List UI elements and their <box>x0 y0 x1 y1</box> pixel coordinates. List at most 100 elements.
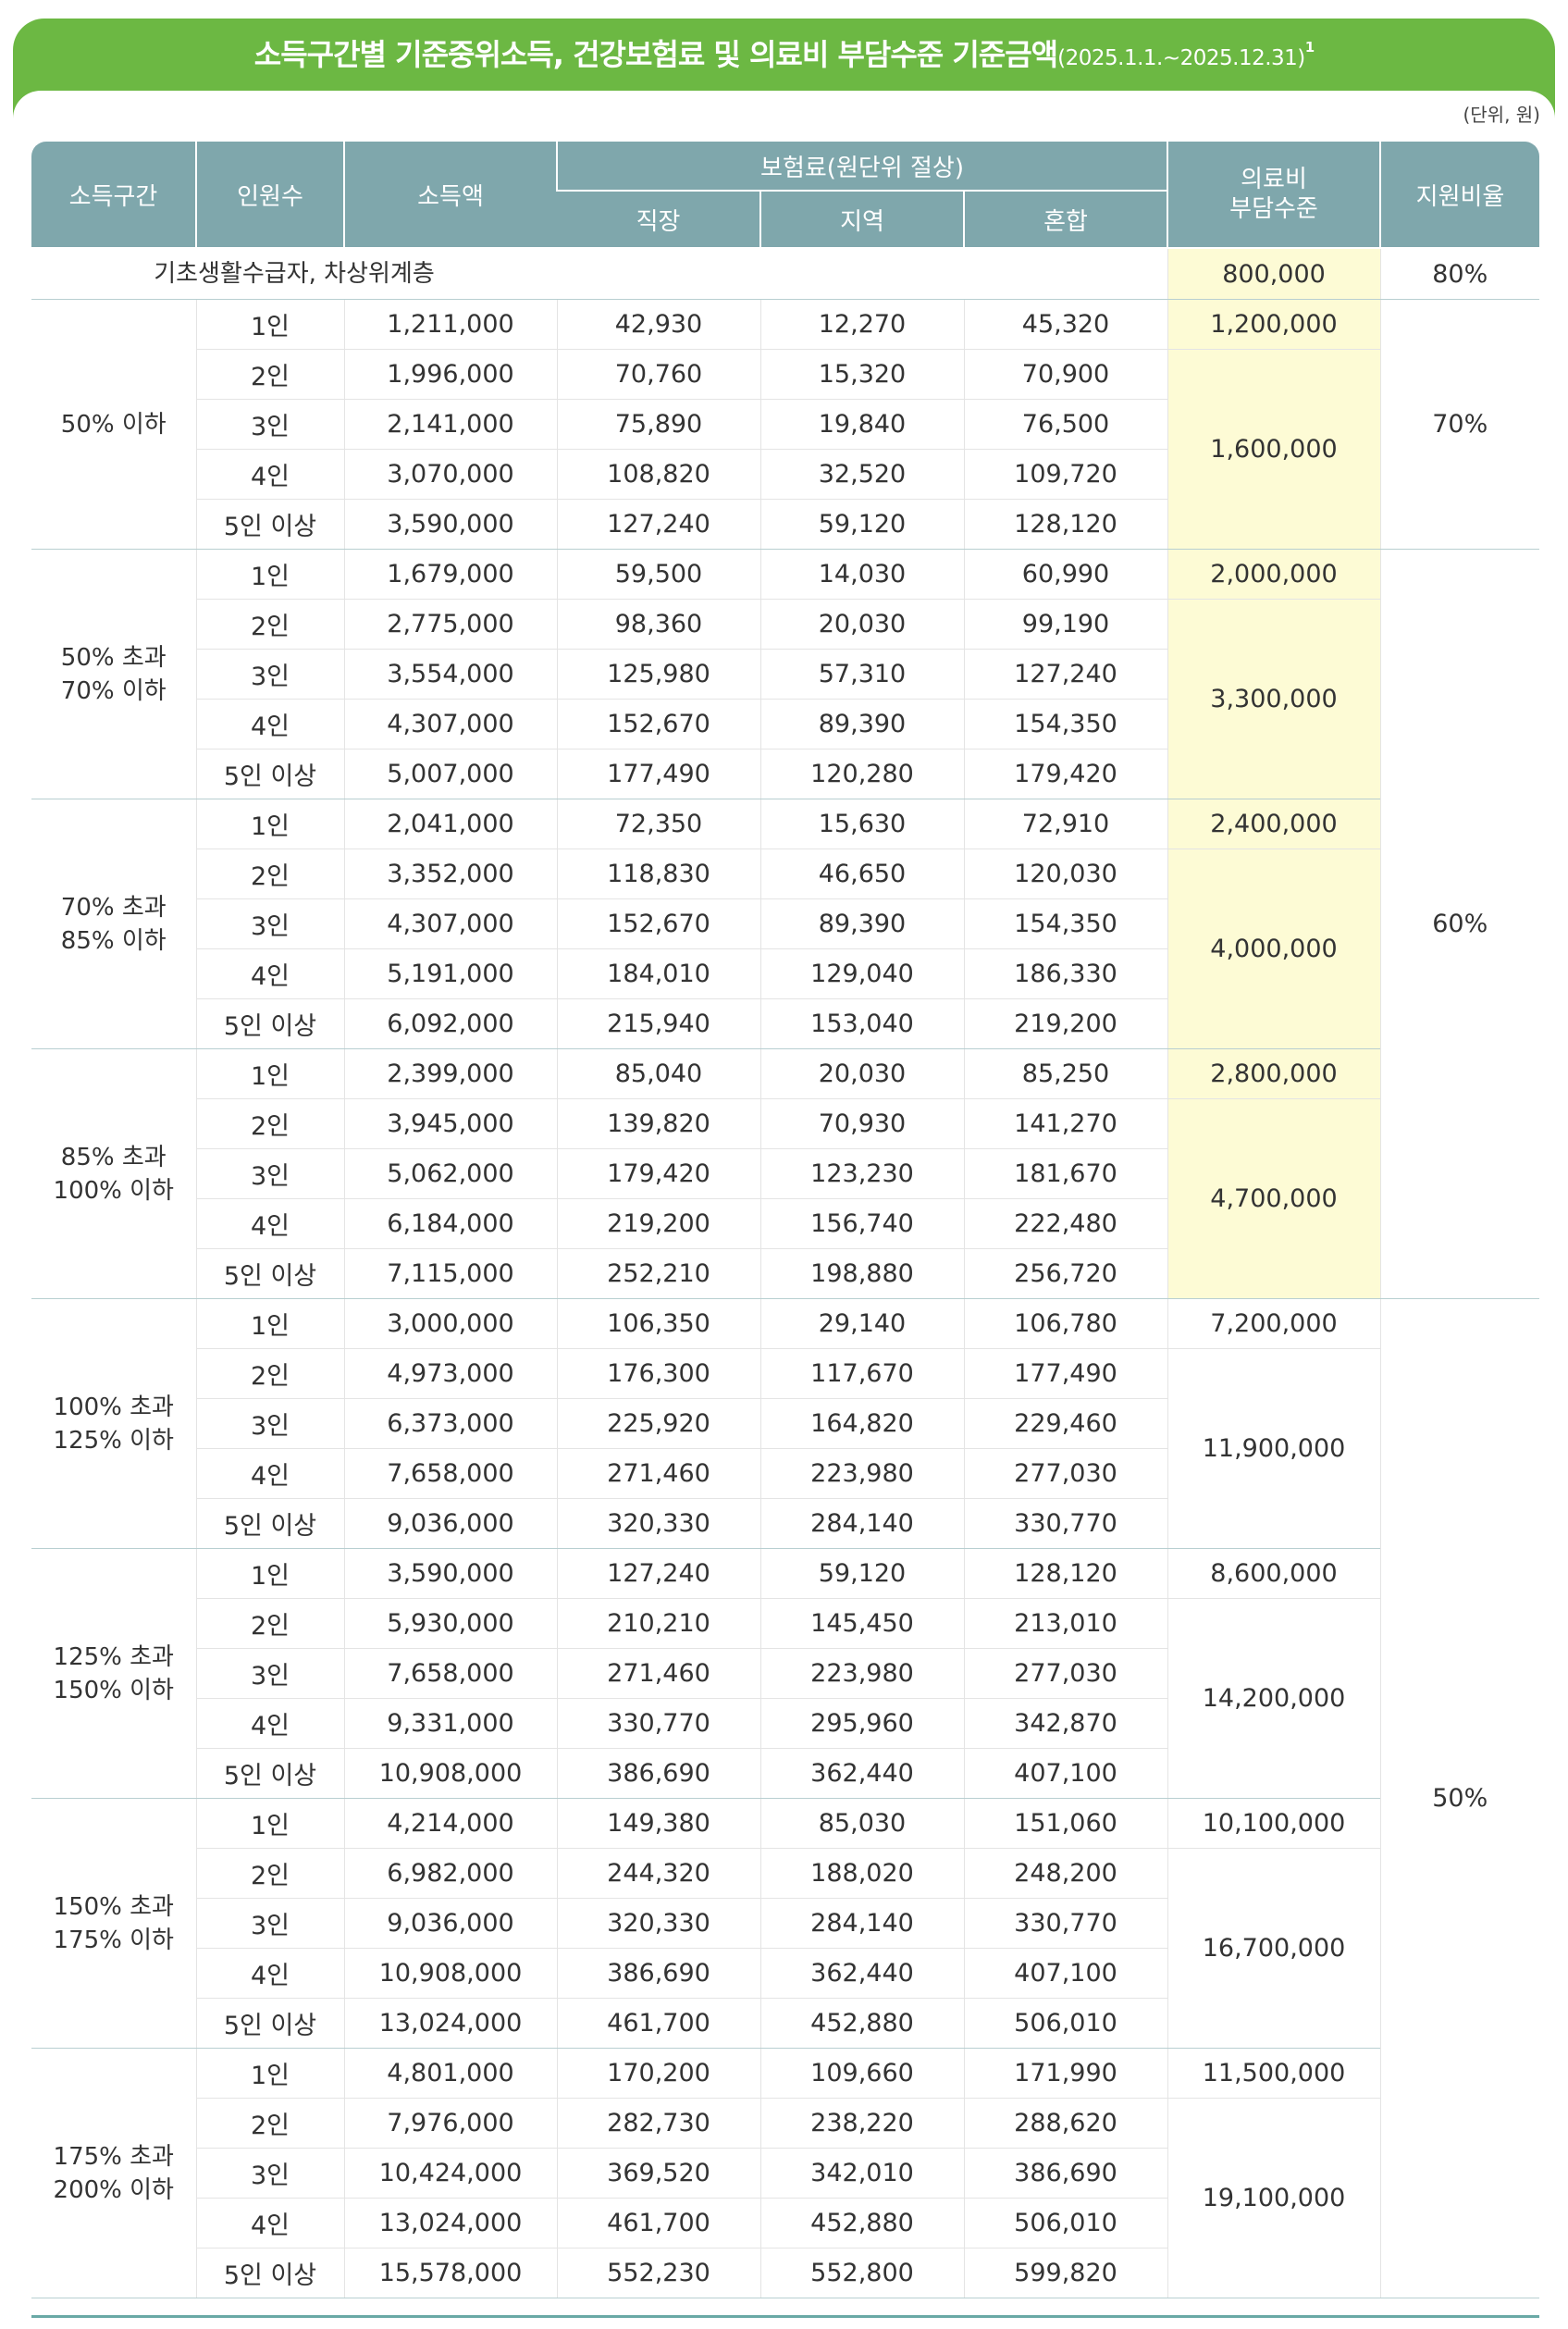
table-row: 5인 이상 9,036,000 320,330 284,140 330,770 <box>31 1498 1539 1549</box>
persons-cell: 5인 이상 <box>195 2248 344 2298</box>
regional-cell: 153,040 <box>759 998 964 1049</box>
group-label: 175% 초과 200% 이하 <box>31 2048 196 2298</box>
regional-cell: 284,140 <box>759 1898 964 1949</box>
workplace-cell: 271,460 <box>556 1648 760 1699</box>
table-row: 4인 4,307,000 152,670 89,390 154,350 <box>31 699 1539 749</box>
burden-cell: 2,800,000 <box>1167 1048 1381 1099</box>
mixed-cell: 76,500 <box>963 399 1168 450</box>
support-ratio-cell: 50% <box>1379 1298 1540 2298</box>
table-header: 소득구간 인원수 소득액 보험료(원단위 절상) 의료비 부담수준 지원비율 직… <box>31 142 1540 249</box>
mixed-cell: 330,770 <box>963 1898 1168 1949</box>
burden-cell: 3,300,000 <box>1167 599 1381 799</box>
title-period: (2025.1.1.~2025.12.31) <box>1057 46 1305 70</box>
table-row: 50% 이하 1인 1,211,000 42,930 12,270 45,320 1,200… <box>31 299 1540 550</box>
table-row-basic: 기초생활수급자, 차상위계층 800,000 80% <box>31 248 1540 300</box>
group-label-line1: 100% 초과 <box>53 1393 174 1421</box>
regional-cell: 295,960 <box>759 1698 964 1749</box>
burden-cell: 2,400,000 <box>1167 799 1381 849</box>
persons-cell: 2인 <box>195 1098 344 1149</box>
support-ratio-cell: 60% <box>1379 549 1540 1299</box>
income-cell: 4,973,000 <box>343 1348 557 1399</box>
burden-cell: 14,200,000 <box>1167 1598 1381 1799</box>
workplace-cell: 139,820 <box>556 1098 760 1149</box>
group-label: 50% 초과 70% 이하 <box>31 549 196 799</box>
group-label-line2: 200% 이하 <box>53 2175 174 2204</box>
workplace-cell: 320,330 <box>556 1498 760 1549</box>
income-cell: 2,041,000 <box>343 799 557 849</box>
regional-cell: 20,030 <box>759 1048 964 1099</box>
persons-cell: 4인 <box>195 699 344 749</box>
workplace-cell: 320,330 <box>556 1898 760 1949</box>
header-income: 소득액 <box>343 142 557 249</box>
persons-cell: 5인 이상 <box>195 1248 344 1299</box>
workplace-cell: 98,360 <box>556 599 760 650</box>
workplace-cell: 152,670 <box>556 898 760 949</box>
table-row: 4인 6,184,000 219,200 156,740 222,480 <box>31 1198 1539 1249</box>
table-row: 2인 7,976,000 282,730 238,220 288,620 19,100,0… <box>31 2098 1539 2298</box>
regional-cell: 145,450 <box>759 1598 964 1649</box>
workplace-cell: 369,520 <box>556 2148 760 2199</box>
mixed-cell: 171,990 <box>963 2048 1168 2099</box>
workplace-cell: 179,420 <box>556 1148 760 1199</box>
workplace-cell: 330,770 <box>556 1698 760 1749</box>
group-label-line1: 50% 초과 <box>60 643 167 672</box>
header-persons: 인원수 <box>195 142 344 249</box>
income-cell: 1,996,000 <box>343 349 557 400</box>
income-cell: 3,945,000 <box>343 1098 557 1149</box>
table-row: 3인 9,036,000 320,330 284,140 330,770 <box>31 1898 1539 1949</box>
mixed-cell: 277,030 <box>963 1648 1168 1699</box>
persons-cell: 2인 <box>195 1598 344 1649</box>
persons-cell: 1인 <box>195 299 344 350</box>
workplace-cell: 244,320 <box>556 1848 760 1899</box>
mixed-cell: 181,670 <box>963 1148 1168 1199</box>
workplace-cell: 552,230 <box>556 2248 760 2298</box>
title-main: 소득구간별 기준중위소득, 건강보험료 및 의료비 부담수준 기준금액 <box>253 37 1058 72</box>
table-row: 3인 5,062,000 179,420 123,230 181,670 <box>31 1148 1539 1199</box>
table-row: 3인 10,424,000 369,520 342,010 386,690 <box>31 2148 1539 2199</box>
workplace-cell: 75,890 <box>556 399 760 450</box>
regional-cell: 552,800 <box>759 2248 964 2298</box>
regional-cell: 32,520 <box>759 449 964 500</box>
income-cell: 5,062,000 <box>343 1148 557 1199</box>
persons-cell: 1인 <box>195 1048 344 1099</box>
unit-note: (단위, 원) <box>1463 104 1540 126</box>
mixed-cell: 45,320 <box>963 299 1168 350</box>
mixed-cell: 72,910 <box>963 799 1168 849</box>
mixed-cell: 213,010 <box>963 1598 1168 1649</box>
table-row: 2인 4,973,000 176,300 117,670 177,490 11,900,0… <box>31 1348 1539 1549</box>
persons-cell: 4인 <box>195 449 344 500</box>
group-label: 150% 초과 175% 이하 <box>31 1798 196 2049</box>
regional-cell: 15,630 <box>759 799 964 849</box>
table-row: 2인 2,775,000 98,360 20,030 99,190 3,300,000 <box>31 599 1539 799</box>
income-cell: 2,775,000 <box>343 599 557 650</box>
income-cell: 15,578,000 <box>343 2248 557 2298</box>
table-row: 70% 초과 85% 이하 1인 2,041,000 72,350 15,630 72,91… <box>31 799 1539 1049</box>
mixed-cell: 288,620 <box>963 2098 1168 2149</box>
regional-cell: 85,030 <box>759 1798 964 1849</box>
income-cell: 7,976,000 <box>343 2098 557 2149</box>
regional-cell: 59,120 <box>759 499 964 550</box>
workplace-cell: 125,980 <box>556 649 760 700</box>
burden-cell: 1,200,000 <box>1167 299 1381 350</box>
group-label-line1: 175% 초과 <box>53 2142 174 2171</box>
regional-cell: 120,280 <box>759 749 964 799</box>
regional-cell: 29,140 <box>759 1298 964 1349</box>
header-income-group: 소득구간 <box>31 142 196 249</box>
table-row: 5인 이상 3,590,000 127,240 59,120 128,120 <box>31 499 1539 550</box>
mixed-cell: 506,010 <box>963 1998 1168 2049</box>
persons-cell: 3인 <box>195 399 344 450</box>
workplace-cell: 386,690 <box>556 1948 760 1999</box>
burden-cell: 2,000,000 <box>1167 549 1381 600</box>
burden-cell: 16,700,000 <box>1167 1848 1381 2049</box>
persons-cell: 5인 이상 <box>195 1998 344 2049</box>
header-burden-line1: 의료비 <box>1241 166 1307 193</box>
group-label-line1: 85% 초과 <box>60 1143 167 1171</box>
header-regional: 지역 <box>759 191 964 249</box>
regional-cell: 156,740 <box>759 1198 964 1249</box>
header-premium-group: 보험료(원단위 절상) <box>555 142 1168 192</box>
income-cell: 5,007,000 <box>343 749 557 799</box>
regional-cell: 123,230 <box>759 1148 964 1199</box>
basic-label: 기초생활수급자, 차상위계층 <box>31 248 557 300</box>
income-cell: 6,092,000 <box>343 998 557 1049</box>
persons-cell: 3인 <box>195 1898 344 1949</box>
